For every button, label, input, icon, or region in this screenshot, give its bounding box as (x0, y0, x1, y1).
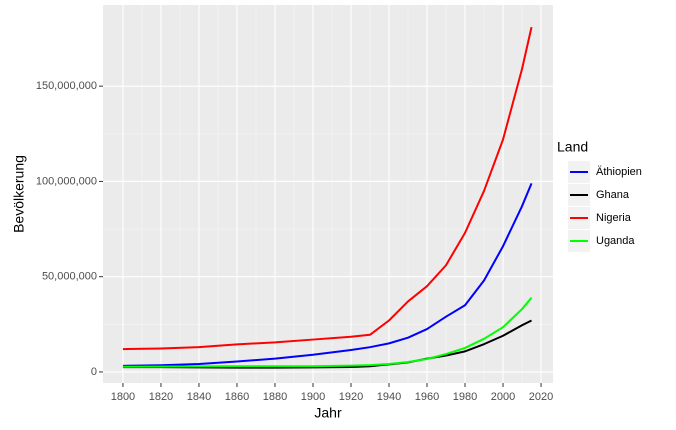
x-tick-label: 1900 (301, 391, 325, 403)
x-tick-label: 1960 (415, 391, 439, 403)
x-tick-label: 1980 (453, 391, 477, 403)
x-tick-label: 2020 (529, 391, 553, 403)
y-tick-label: 0 (91, 366, 97, 378)
legend-label: Äthiopien (596, 166, 642, 178)
y-axis-title: Bevölkerung (11, 155, 27, 233)
x-tick-label: 1820 (149, 391, 173, 403)
x-tick-label: 1920 (339, 391, 363, 403)
series-line (122, 182, 533, 367)
y-tick-label: 50,000,000 (42, 271, 97, 283)
y-tick-label: 150,000,000 (36, 80, 97, 92)
x-tick-label: 2000 (491, 391, 515, 403)
series-line (122, 26, 533, 351)
x-tick-label: 1940 (377, 391, 401, 403)
x-tick-label: 1880 (263, 391, 287, 403)
legend-label: Nigeria (596, 212, 632, 224)
legend-title: Land (557, 139, 588, 155)
plot-panel (103, 5, 553, 383)
x-axis-title: Jahr (314, 405, 342, 421)
legend-label: Ghana (596, 189, 630, 201)
x-tick-label: 1840 (187, 391, 211, 403)
x-tick-label: 1800 (111, 391, 135, 403)
x-tick-label: 1860 (225, 391, 249, 403)
y-tick-label: 100,000,000 (36, 175, 97, 187)
series-line (122, 297, 533, 368)
legend-label: Uganda (596, 235, 635, 247)
